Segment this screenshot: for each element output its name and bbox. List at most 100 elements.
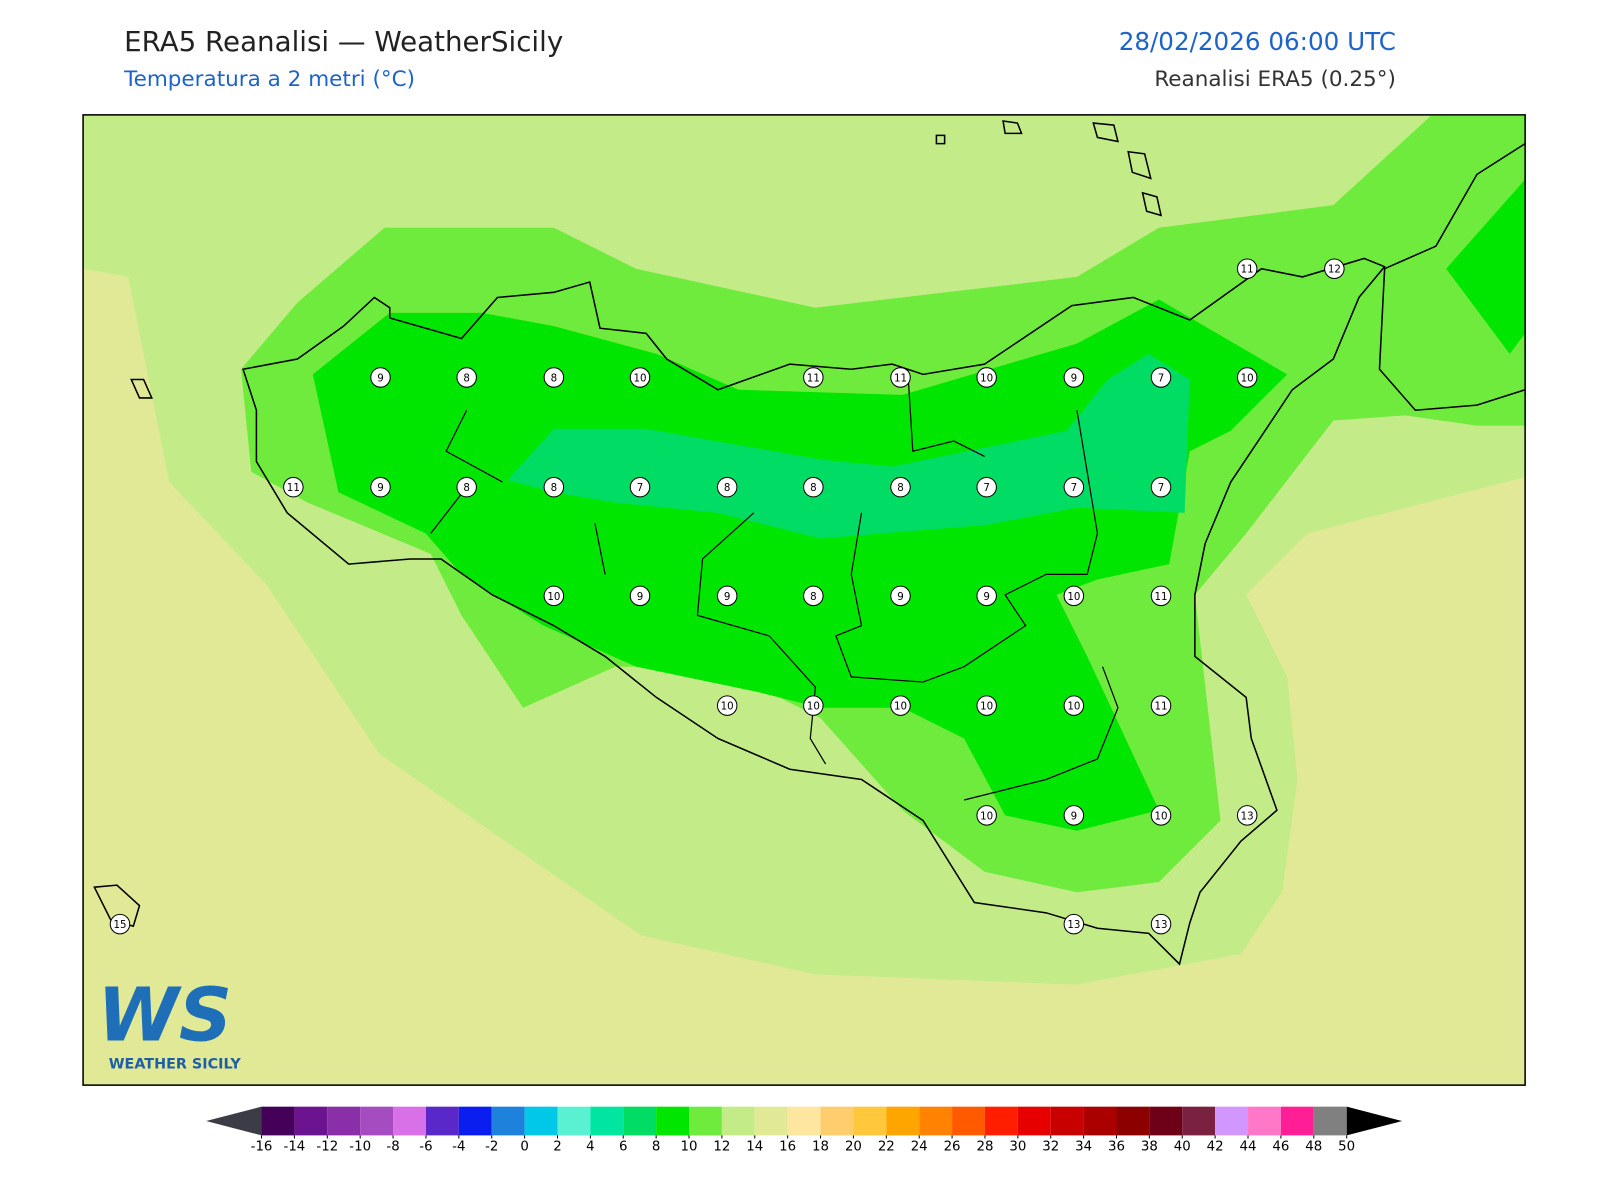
station: 13	[1150, 913, 1172, 935]
colorbar-swatch	[754, 1106, 788, 1136]
colorbar-tick-label: 24	[911, 1140, 928, 1155]
station: 8	[803, 476, 824, 498]
colorbar-swatch	[327, 1106, 361, 1136]
subtitle: Temperatura a 2 metri (°C)	[123, 67, 415, 92]
station-value: 7	[1071, 482, 1078, 494]
colorbar-tick-label: -6	[419, 1140, 432, 1155]
station: 10	[1236, 367, 1258, 388]
colorbar-swatch	[1313, 1106, 1347, 1136]
station-value: 13	[1067, 919, 1080, 931]
station-marker	[976, 695, 997, 716]
station-value: 10	[1067, 591, 1080, 603]
station: 11	[1236, 258, 1258, 279]
colorbar-swatch	[1116, 1106, 1150, 1136]
station: 7	[629, 476, 651, 498]
colorbar-swatch	[557, 1106, 591, 1136]
station-marker	[370, 476, 391, 498]
station-marker	[716, 695, 738, 716]
station-value: 9	[724, 591, 731, 603]
coastline	[93, 120, 1526, 966]
station: 8	[803, 585, 824, 607]
station: 8	[456, 367, 477, 388]
station-value: 11	[807, 372, 820, 384]
station-marker	[1236, 258, 1258, 279]
station: 9	[716, 585, 738, 607]
station-marker	[890, 585, 911, 607]
station: 7	[1150, 367, 1172, 388]
station-marker	[1150, 695, 1172, 716]
colorbar-under	[206, 1106, 262, 1136]
station: 11	[1150, 695, 1172, 716]
colorbar-tick-label: 12	[713, 1140, 730, 1155]
station-value: 10	[547, 591, 560, 603]
station-marker	[1063, 585, 1085, 607]
station: 10	[716, 695, 738, 716]
station-marker	[543, 585, 565, 607]
colorbar-swatch	[458, 1106, 492, 1136]
station-value: 10	[894, 701, 907, 713]
colorbar-swatch	[820, 1106, 854, 1136]
station-marker	[543, 476, 565, 498]
station-marker	[1150, 585, 1172, 607]
station-value: 9	[1071, 372, 1078, 384]
colorbar-tick-label: -16	[251, 1140, 273, 1155]
station-marker	[283, 476, 304, 498]
station: 8	[456, 476, 477, 498]
logo-mark: WS	[97, 973, 232, 1059]
colorbar-swatch	[425, 1106, 459, 1136]
colorbar-swatch	[1248, 1106, 1281, 1136]
station-value: 7	[1158, 482, 1165, 494]
station: 9	[629, 585, 651, 607]
colorbar-over	[1346, 1106, 1403, 1136]
station-marker	[456, 476, 477, 498]
station-value: 7	[1158, 372, 1165, 384]
colorbar-swatch	[1050, 1106, 1084, 1136]
station-value: 11	[1155, 591, 1168, 603]
station-value: 8	[551, 372, 558, 384]
colorbar-swatch	[524, 1106, 558, 1136]
colorbar-tick-label: -10	[349, 1140, 371, 1155]
station-marker	[1150, 476, 1172, 498]
station-value: 10	[1067, 701, 1080, 713]
station-marker	[803, 476, 824, 498]
map: 9 8 8 10 11 11 10 9 7 10 11 12 11 9 8 8 7 8 8 8 7 7 7 10 9 9 8 9 9 10…	[82, 114, 1526, 1086]
station-value: 11	[1241, 264, 1254, 276]
colorbar-tick-label: 46	[1272, 1140, 1289, 1155]
colorbar-tick-label: -14	[284, 1140, 306, 1155]
colorbar-swatch	[491, 1106, 525, 1136]
station: 8	[716, 476, 738, 498]
colorbar-tick-label: 22	[878, 1140, 895, 1155]
station-value: 8	[551, 482, 558, 494]
colorbar-swatch	[721, 1106, 755, 1136]
colorbar-swatch	[1280, 1106, 1314, 1136]
station-marker	[890, 695, 911, 716]
zone-6-8	[507, 353, 1190, 539]
station-marker	[976, 367, 997, 388]
colorbar: -16 -14 -12 -10 -8 -6 -4 -2 0 2 4 6 8 10 12 14 16 18 20 22 2…	[206, 1106, 1403, 1155]
colorbar-swatch	[1149, 1106, 1183, 1136]
colorbar-tick-label: 30	[1009, 1140, 1026, 1155]
colorbar-swatch	[1215, 1106, 1249, 1136]
station-value: 8	[897, 482, 904, 494]
station-value: 10	[980, 810, 993, 822]
source: Reanalisi ERA5 (0.25°)	[1154, 67, 1396, 92]
station-value: 11	[1155, 701, 1168, 713]
colorbar-tick-label: 50	[1338, 1140, 1355, 1155]
colorbar-tick-label: 0	[520, 1140, 528, 1155]
station-value: 8	[810, 591, 817, 603]
station: 15	[109, 913, 131, 935]
colorbar-swatch	[689, 1106, 722, 1136]
colorbar-tick-label: 28	[976, 1140, 993, 1155]
station: 9	[890, 585, 911, 607]
station-marker	[1324, 258, 1345, 279]
station-value: 10	[807, 701, 820, 713]
colorbar-swatch	[294, 1106, 328, 1136]
zone-8-10	[1446, 179, 1526, 354]
station-marker	[803, 585, 824, 607]
colorbar-tick-label: 38	[1141, 1140, 1158, 1155]
colorbar-swatch	[952, 1106, 985, 1136]
station-marker	[890, 367, 911, 388]
station-value: 9	[377, 482, 384, 494]
colorbar-tick-label: 18	[812, 1140, 829, 1155]
